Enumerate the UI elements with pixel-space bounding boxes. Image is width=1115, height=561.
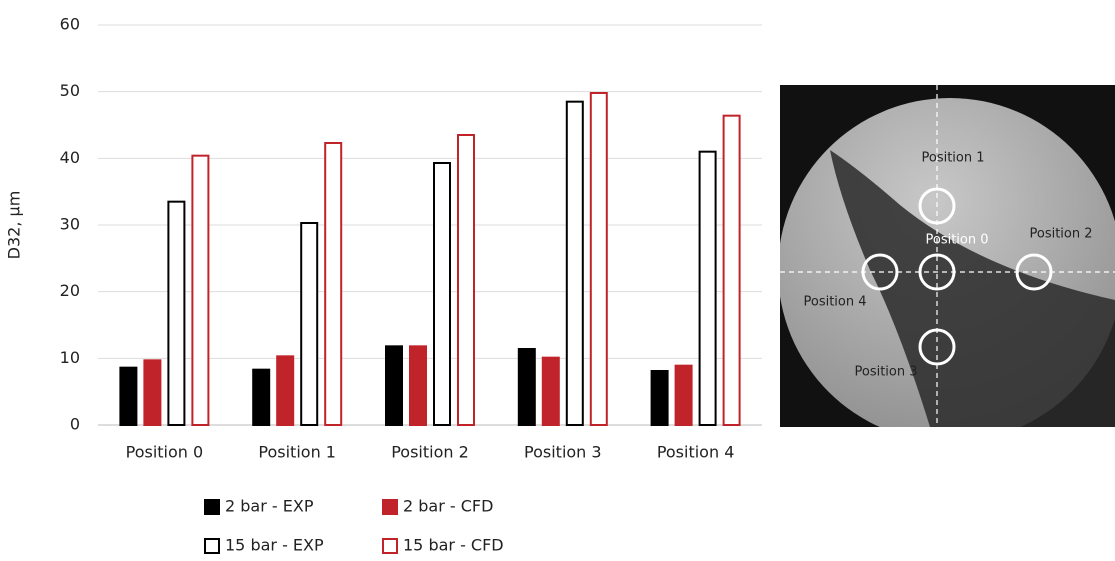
inset-photo: Position 0 Position 1 Position 2 Positio… (780, 85, 1115, 427)
x-tick-label: Position 1 (258, 443, 336, 462)
bar (167, 200, 186, 426)
bar (409, 345, 427, 427)
x-tick-label: Position 0 (126, 443, 204, 462)
position-marker (1015, 253, 1053, 291)
inset-label: Position 2 (1029, 227, 1092, 242)
y-tick-label: 40 (60, 148, 80, 167)
legend-swatch (204, 499, 220, 515)
bar (565, 100, 584, 427)
bar (698, 150, 717, 427)
bar (541, 356, 560, 426)
x-tick-label: Position 4 (657, 443, 735, 462)
bar (457, 134, 475, 426)
bar (650, 370, 669, 426)
bar (722, 114, 741, 427)
bar (433, 162, 451, 426)
x-tick-label: Position 2 (391, 443, 469, 462)
bar (674, 364, 693, 426)
bar (385, 345, 403, 427)
inset-label: Position 3 (854, 365, 917, 380)
x-tick-label: Position 3 (524, 443, 602, 462)
legend-label: 2 bar - EXP (225, 497, 314, 516)
y-tick-label: 20 (60, 281, 80, 300)
legend-swatch (382, 499, 398, 515)
position-marker (918, 328, 956, 366)
inset-label: Position 1 (921, 151, 984, 166)
legend-label: 2 bar - CFD (403, 497, 493, 516)
legend-swatch (204, 538, 220, 554)
y-tick-label: 30 (60, 215, 80, 234)
y-tick-label: 60 (60, 15, 80, 34)
inset-label: Position 4 (803, 295, 866, 310)
bar (324, 142, 343, 426)
bar (119, 366, 138, 426)
legend-label: 15 bar - EXP (225, 536, 324, 555)
position-marker (918, 253, 956, 291)
y-tick-label: 0 (70, 415, 80, 434)
position-marker (918, 187, 956, 225)
bar (276, 355, 295, 427)
inset-label: Position 0 (925, 233, 988, 248)
bar (589, 92, 608, 426)
bar (191, 154, 210, 427)
bar (517, 348, 536, 426)
legend-label: 15 bar - CFD (403, 536, 504, 555)
bar (252, 368, 271, 426)
y-tick-label: 10 (60, 348, 80, 367)
y-axis-label: D32, µm (5, 191, 24, 260)
photo-spray (830, 150, 1115, 427)
position-marker (861, 253, 899, 291)
bar (143, 359, 162, 427)
bar (300, 222, 319, 426)
legend-swatch (382, 538, 398, 554)
y-tick-label: 50 (60, 81, 80, 100)
